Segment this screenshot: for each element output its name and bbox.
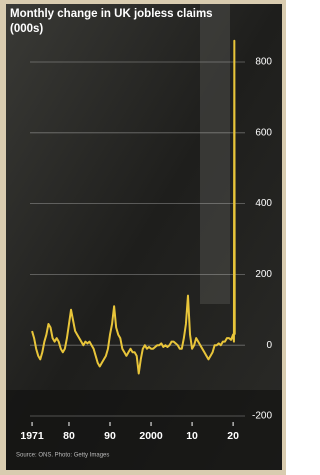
x-tick-label: 1971	[20, 430, 44, 442]
x-tick-label: 10	[186, 430, 198, 442]
chart-title: Monthly change in UK jobless claims	[10, 8, 213, 20]
y-tick-label: -200	[252, 411, 272, 422]
y-tick-label: 400	[255, 198, 272, 209]
x-tick-label: 90	[104, 430, 116, 442]
y-tick-label: 200	[255, 269, 272, 280]
y-tick-label: 0	[266, 340, 272, 351]
x-tick-label: 2000	[139, 430, 163, 442]
y-tick-label: 800	[255, 57, 272, 68]
y-tick-label: 600	[255, 127, 272, 138]
chart: Monthly change in UK jobless claims (000…	[0, 0, 286, 475]
x-tick-label: 80	[63, 430, 75, 442]
x-tick-label: 20	[227, 430, 239, 442]
photo-pillar	[200, 4, 230, 304]
chart-subtitle: (000s)	[10, 23, 43, 35]
source: Source: ONS. Photo: Getty Images	[16, 453, 109, 459]
